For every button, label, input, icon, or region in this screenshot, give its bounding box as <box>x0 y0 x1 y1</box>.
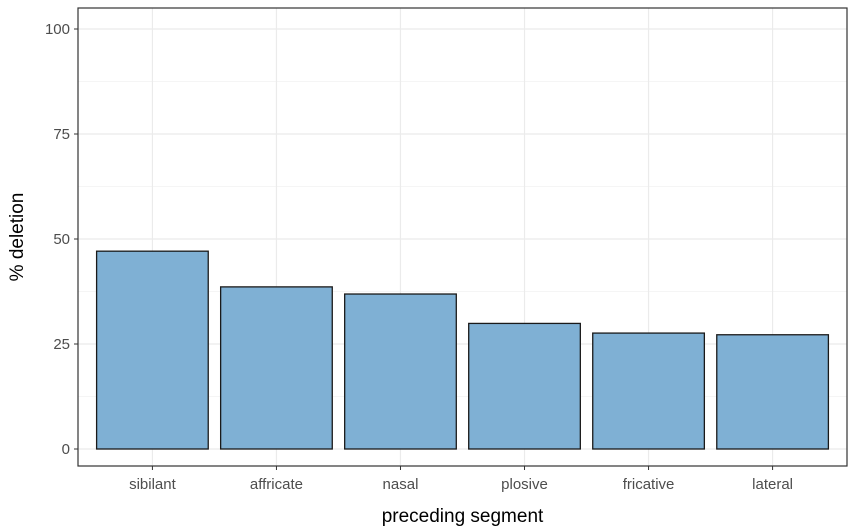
bar-affricate <box>219 286 333 450</box>
bar-nasal <box>344 293 457 450</box>
bars <box>95 250 830 450</box>
bar-fricative <box>592 332 706 450</box>
x-tick-label: nasal <box>383 476 419 493</box>
y-tick-label: 75 <box>53 126 70 143</box>
y-tick-label: 50 <box>53 231 70 248</box>
x-tick-label: lateral <box>752 476 793 493</box>
bar-lateral <box>716 334 830 450</box>
y-axis: 0 25 50 75 100 <box>45 21 78 458</box>
y-tick-label: 25 <box>53 336 70 353</box>
x-tick-label: affricate <box>250 476 303 493</box>
panel-border <box>77 7 848 467</box>
bar-sibilant <box>95 250 209 450</box>
x-axis-title: preceding segment <box>382 506 544 527</box>
y-tick-label: 100 <box>45 21 70 38</box>
x-tick-label: plosive <box>501 476 548 493</box>
y-axis-title: % deletion <box>7 193 28 282</box>
y-tick-label: 0 <box>62 441 70 458</box>
bar-plosive <box>468 322 581 450</box>
x-tick-label: fricative <box>623 476 675 493</box>
x-axis: sibilant affricate nasal plosive fricative la… <box>129 466 793 493</box>
x-tick-label: sibilant <box>129 476 177 493</box>
